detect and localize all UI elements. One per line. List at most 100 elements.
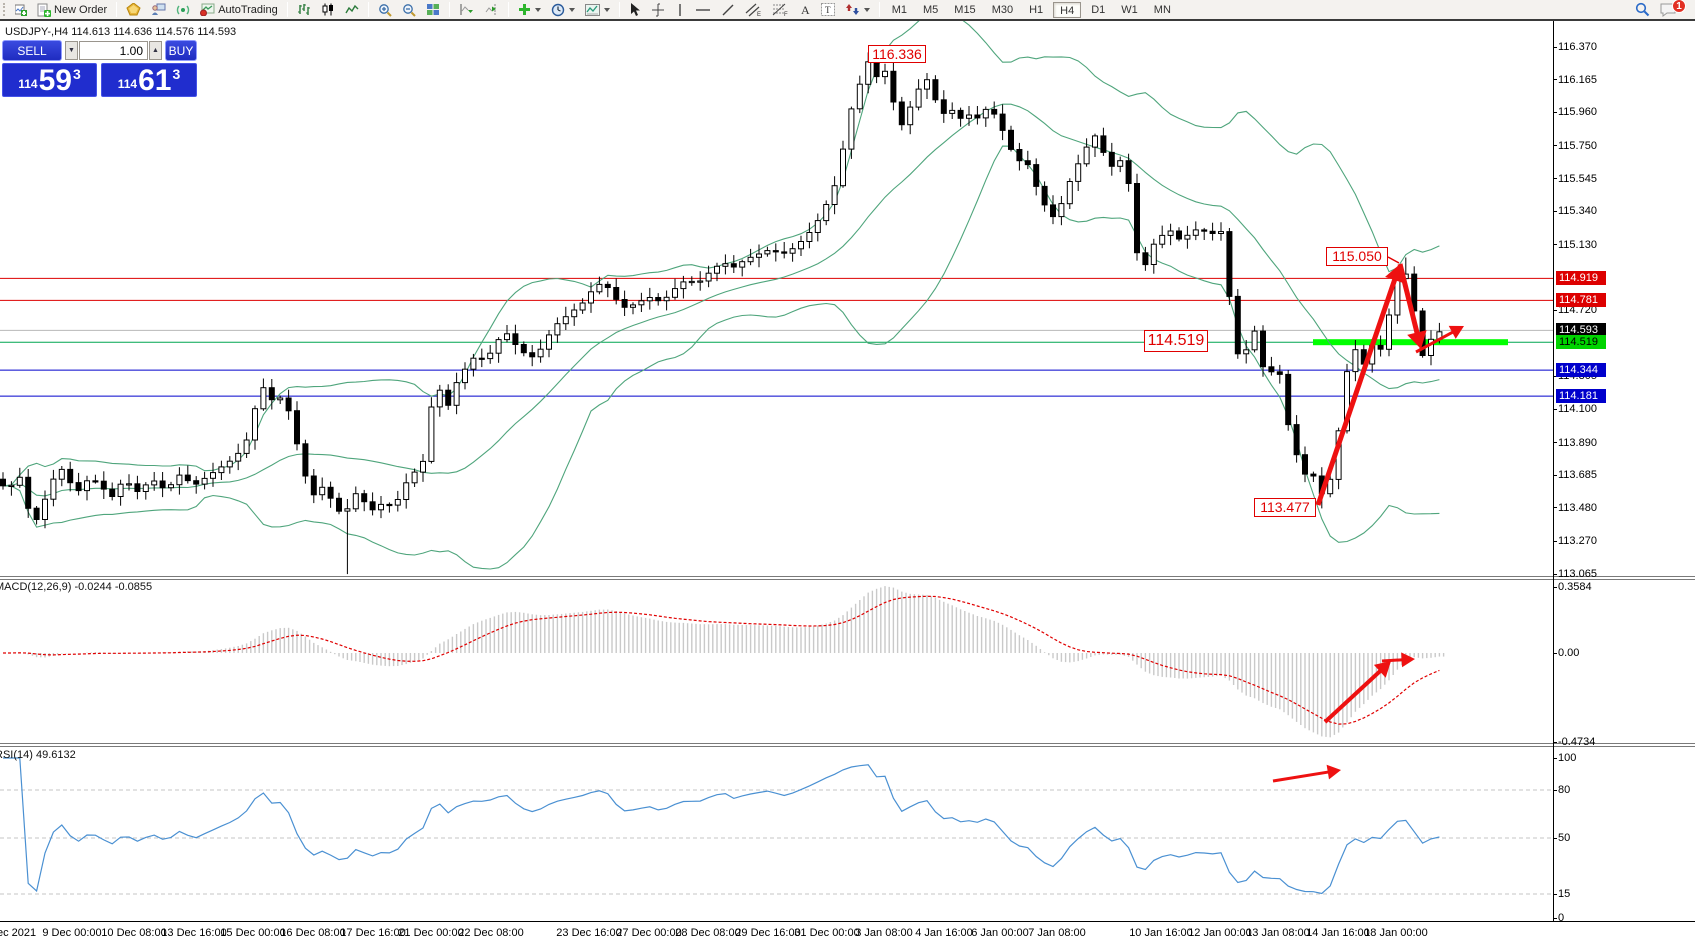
- trendline-tool-button[interactable]: [718, 1, 738, 18]
- trend-arrow-macd[interactable]: [1381, 652, 1415, 668]
- horizontal-line-tool-button[interactable]: [692, 1, 714, 18]
- toolbar-separator: [878, 2, 880, 17]
- tab-timeframe-m1[interactable]: M1: [891, 3, 907, 16]
- annotation-label[interactable]: 115.050: [1326, 247, 1388, 266]
- price-tick-label: 113.270: [1558, 535, 1597, 547]
- trend-arrow-main[interactable]: [1397, 263, 1427, 349]
- zoom-in-button[interactable]: [375, 1, 395, 18]
- support-zone-highlight[interactable]: [1313, 339, 1508, 346]
- periods-button[interactable]: [548, 1, 578, 18]
- macd-label: MACD(12,26,9) -0.0244 -0.0855: [0, 581, 153, 593]
- toolbar-drag-handle[interactable]: [3, 3, 7, 16]
- bar-chart-button[interactable]: [294, 1, 314, 18]
- zoom-out-button[interactable]: [399, 1, 419, 18]
- zoom-in-icon: [378, 3, 392, 17]
- metaeditor-button[interactable]: [148, 1, 169, 18]
- tab-timeframe-h4[interactable]: H4: [1053, 1, 1082, 18]
- trend-arrow-rsi[interactable]: [1272, 764, 1341, 783]
- metaeditor-icon: [152, 3, 166, 15]
- tab-timeframe-m15[interactable]: M15: [954, 3, 976, 16]
- horizontal-line-icon: [695, 8, 710, 11]
- axis-tick-mark: [1553, 310, 1557, 311]
- trend-arrow-macd[interactable]: [1323, 661, 1391, 724]
- price-line-label[interactable]: 114.181: [1556, 389, 1606, 403]
- axis-tick-mark: [1553, 790, 1557, 791]
- auto-scroll-button[interactable]: [456, 1, 477, 18]
- axis-tick-mark: [1553, 587, 1557, 588]
- candlestick-chart-button[interactable]: [318, 1, 338, 18]
- annotation-label[interactable]: 113.477: [1254, 498, 1316, 517]
- date-tick-label: 27 Dec 00:00: [616, 927, 682, 939]
- date-tick-label: 8 Dec 2021: [0, 927, 37, 939]
- trend-arrow-main[interactable]: [1415, 325, 1464, 354]
- line-chart-button[interactable]: [342, 1, 362, 18]
- price-line-label[interactable]: 114.781: [1556, 293, 1606, 307]
- price-tick-label: 114.100: [1558, 403, 1597, 415]
- buy-button[interactable]: BUY: [165, 40, 197, 61]
- date-tick-label: 13 Dec 16:00: [161, 927, 227, 939]
- price-line-label[interactable]: 114.919: [1556, 271, 1606, 285]
- text-label-tool-button[interactable]: T: [818, 1, 838, 18]
- price-tick-label: 115.960: [1558, 106, 1597, 118]
- cursor-tool-button[interactable]: [626, 1, 644, 18]
- chart-shift-button[interactable]: [481, 1, 502, 18]
- vertical-line-tool-button[interactable]: [672, 1, 688, 18]
- tab-timeframe-d1[interactable]: D1: [1091, 3, 1106, 16]
- ask-price[interactable]: 114 61 3: [101, 63, 197, 97]
- notifications-button[interactable]: 1: [1657, 0, 1686, 18]
- indicators-button[interactable]: [515, 1, 544, 18]
- toolbar-separator: [618, 2, 620, 17]
- tab-timeframe-m30[interactable]: M30: [991, 3, 1014, 16]
- new-order-button[interactable]: New Order: [34, 1, 110, 18]
- signals-button[interactable]: [173, 1, 193, 18]
- tile-windows-button[interactable]: [423, 1, 443, 18]
- axis-tick-mark: [1553, 79, 1557, 80]
- autotrading-button[interactable]: AutoTrading: [197, 1, 281, 18]
- cursor-icon: [630, 2, 640, 16]
- new-chart-button[interactable]: [12, 1, 30, 18]
- price-line-label[interactable]: 114.344: [1556, 363, 1606, 377]
- search-button[interactable]: [1632, 1, 1653, 18]
- axis-tick-mark: [1553, 574, 1557, 575]
- date-tick-label: 6 Jan 00:00: [971, 927, 1029, 939]
- price-level-lines[interactable]: [0, 277, 1553, 397]
- date-tick-label: 17 Dec 16:00: [340, 927, 406, 939]
- volume-down-button[interactable]: ▼: [65, 41, 78, 60]
- arrows-tool-button[interactable]: [842, 1, 873, 18]
- date-tick-label: 7 Jan 08:00: [1028, 927, 1086, 939]
- volume-up-button[interactable]: ▲: [149, 41, 162, 60]
- text-tool-button[interactable]: A: [796, 1, 814, 18]
- new-chart-icon: [15, 4, 27, 16]
- annotation-label[interactable]: 114.519: [1144, 330, 1208, 352]
- annotation-label[interactable]: 116.336: [868, 45, 926, 63]
- ask-prefix: 114: [117, 77, 138, 91]
- metaquotes-button[interactable]: [123, 1, 144, 18]
- tab-timeframe-mn[interactable]: MN: [1153, 3, 1171, 16]
- fibonacci-tool-button[interactable]: F: [769, 1, 792, 18]
- chart-window-border: [0, 19, 1695, 21]
- date-tick-label: 22 Dec 08:00: [458, 927, 524, 939]
- tile-windows-icon: [426, 4, 439, 15]
- tab-timeframe-w1[interactable]: W1: [1121, 3, 1138, 16]
- equidistant-channel-tool-button[interactable]: E: [742, 1, 765, 18]
- axis-tick-mark: [1553, 178, 1557, 179]
- rsi-tick-label: 80: [1558, 784, 1571, 796]
- crosshair-tool-button[interactable]: [648, 1, 668, 18]
- bid-price[interactable]: 114 59 3: [2, 63, 97, 97]
- volume-input[interactable]: 1.00: [79, 41, 148, 60]
- date-tick-label: 14 Jan 16:00: [1306, 927, 1370, 939]
- macd-signal-line: [3, 595, 1440, 725]
- toolbar: New Order AutoTrading: [0, 0, 1695, 19]
- pane-separators[interactable]: [0, 576, 1695, 747]
- templates-button[interactable]: [582, 1, 613, 18]
- sell-button[interactable]: SELL: [2, 40, 62, 61]
- bar-chart-icon: [297, 4, 310, 15]
- price-line-label[interactable]: 114.519: [1556, 335, 1606, 349]
- date-tick-label: 29 Dec 16:00: [735, 927, 801, 939]
- auto-scroll-icon: [460, 4, 473, 15]
- clock-icon: [551, 3, 564, 16]
- tab-timeframe-m5[interactable]: M5: [923, 3, 939, 16]
- price-line-label[interactable]: 114.593: [1556, 323, 1606, 337]
- tab-timeframe-h1[interactable]: H1: [1029, 3, 1044, 16]
